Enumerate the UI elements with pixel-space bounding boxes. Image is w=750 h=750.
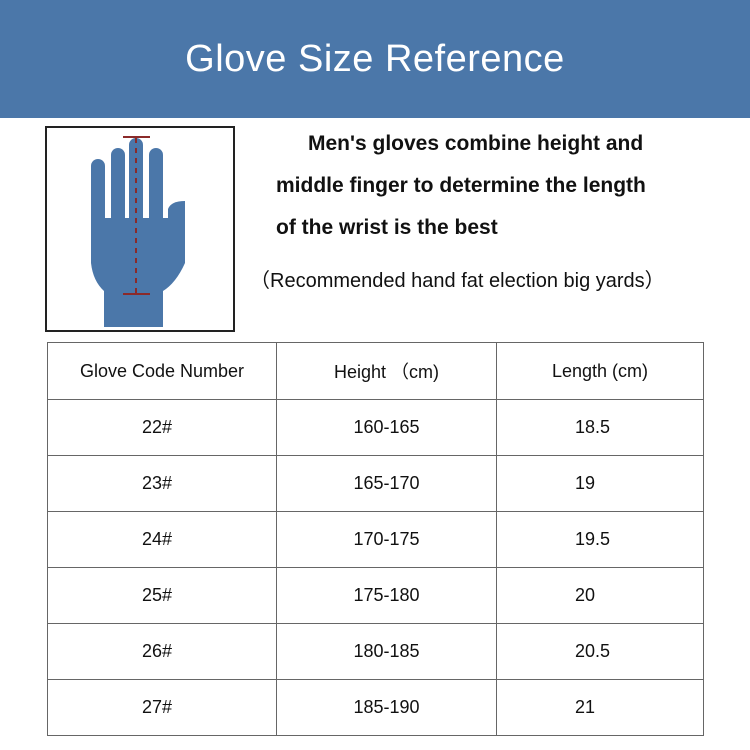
height-cell: 160-165 (276, 399, 497, 456)
table-row: 27# 185-190 21 (47, 679, 704, 736)
column-header: Height （cm) (276, 342, 497, 400)
length-cell: 18.5 (496, 399, 704, 456)
length-cell: 19.5 (496, 511, 704, 568)
recommendation-note: （Recommended hand fat election big yards… (250, 270, 665, 292)
table-header-row: Glove Code Number Height （cm) Length (cm… (47, 342, 704, 400)
description-line: middle finger to determine the length (276, 174, 646, 197)
table-row: 22# 160-165 18.5 (47, 399, 704, 456)
table-row: 23# 165-170 19 (47, 455, 704, 512)
height-cell: 170-175 (276, 511, 497, 568)
height-cell: 180-185 (276, 623, 497, 680)
code-cell: 23# (47, 455, 277, 512)
length-cell: 20 (496, 567, 704, 624)
height-cell: 165-170 (276, 455, 497, 512)
page-title: Glove Size Reference (185, 37, 565, 80)
table-row: 24# 170-175 19.5 (47, 511, 704, 568)
title-banner: Glove Size Reference (0, 0, 750, 118)
column-header: Glove Code Number (47, 342, 277, 400)
description-line: of the wrist is the best (276, 216, 498, 239)
height-cell: 175-180 (276, 567, 497, 624)
length-cell: 21 (496, 679, 704, 736)
code-cell: 25# (47, 567, 277, 624)
length-cell: 19 (496, 455, 704, 512)
height-cell: 185-190 (276, 679, 497, 736)
description-line: Men's gloves combine height and (308, 132, 644, 155)
hand-illustration (45, 126, 235, 332)
code-cell: 27# (47, 679, 277, 736)
table-row: 26# 180-185 20.5 (47, 623, 704, 680)
table-row: 25# 175-180 20 (47, 567, 704, 624)
hand-measure-icon (91, 136, 185, 327)
code-cell: 24# (47, 511, 277, 568)
length-cell: 20.5 (496, 623, 704, 680)
size-table: Glove Code Number Height （cm) Length (cm… (47, 342, 704, 736)
column-header: Length (cm) (496, 342, 704, 400)
code-cell: 22# (47, 399, 277, 456)
code-cell: 26# (47, 623, 277, 680)
description: Men's gloves combine height and middle f… (276, 128, 736, 254)
